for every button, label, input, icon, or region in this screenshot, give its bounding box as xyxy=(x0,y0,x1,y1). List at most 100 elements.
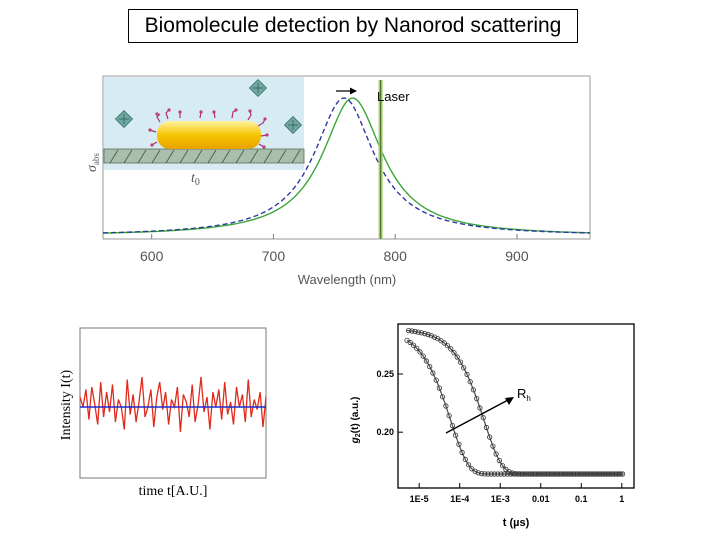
correlation-data-point xyxy=(448,346,454,352)
ligand-tips xyxy=(148,108,269,149)
correlation-x-tick-label: 0.01 xyxy=(532,494,550,504)
spectrum-y-label-sub: abs xyxy=(91,153,101,165)
correlation-data-point xyxy=(610,471,616,477)
intensity-signal-line xyxy=(79,376,267,433)
laser-label: Laser xyxy=(377,89,410,104)
correlation-data-point xyxy=(467,379,473,385)
correlation-data-point xyxy=(441,340,447,346)
correlation-data-point xyxy=(425,331,431,338)
spectrum-x-tick-label: 700 xyxy=(262,248,286,264)
correlation-data-point xyxy=(480,415,486,421)
correlation-data-point xyxy=(522,471,528,477)
correlation-data-point xyxy=(519,471,525,477)
correlation-data-point xyxy=(603,471,610,477)
spectrum-x-ticks: 600 700 800 900 xyxy=(140,234,529,264)
correlation-data-point xyxy=(574,471,580,477)
correlation-data-point xyxy=(509,470,515,476)
correlation-x-tick-label: 1 xyxy=(619,494,624,504)
time-label-main: t xyxy=(191,171,196,186)
correlation-data-point xyxy=(420,353,426,359)
intensity-x-label: time t[A.U.] xyxy=(139,484,208,499)
intensity-lines xyxy=(79,376,267,433)
correlation-data-point xyxy=(444,343,451,349)
correlation-data-point xyxy=(558,471,564,477)
correlation-data-point xyxy=(581,471,587,477)
correlation-data-point xyxy=(483,424,489,431)
correlation-data-point xyxy=(449,422,455,429)
rh-arrow-shaft xyxy=(445,399,509,434)
correlation-data-point xyxy=(499,463,506,469)
correlation-data-point xyxy=(407,339,413,346)
correlation-data-point xyxy=(532,471,538,477)
spectrum-series-dashed xyxy=(102,97,590,234)
correlation-data-point xyxy=(555,471,561,477)
correlation-data-point xyxy=(542,471,548,477)
rh-label: Rh xyxy=(517,386,531,403)
correlation-data-point xyxy=(430,370,436,376)
correlation-x-tick-label: 1E-3 xyxy=(491,494,510,504)
correlation-data-point xyxy=(516,471,522,477)
correlation-data-point xyxy=(487,434,493,440)
correlation-data-point xyxy=(619,471,626,477)
substrate-hatching xyxy=(109,149,301,164)
laser-line xyxy=(378,80,383,239)
spectrum-x-label: Wavelength (nm) xyxy=(298,272,397,287)
correlation-data-point xyxy=(485,471,491,477)
rh-arrow-head xyxy=(505,397,514,405)
correlation-y-label-main: g xyxy=(350,437,361,444)
correlation-data-point xyxy=(422,330,428,337)
slide-title: Biomolecule detection by Nanorod scatter… xyxy=(128,9,578,43)
spectrum-y-label-main: σ xyxy=(85,164,100,172)
correlation-data-point xyxy=(454,354,460,360)
correlation-data-point xyxy=(475,470,481,476)
correlation-data-point xyxy=(414,345,420,351)
nanorod-inset: t0 xyxy=(103,77,305,188)
correlation-data-point xyxy=(474,395,480,402)
correlation-data-point xyxy=(451,350,457,356)
time-label-sub: 0 xyxy=(195,177,200,188)
correlation-data-point xyxy=(443,403,449,409)
correlation-data-point xyxy=(577,471,584,477)
correlation-data-point xyxy=(446,413,452,419)
correlation-data-point xyxy=(564,471,571,477)
correlation-data-point xyxy=(545,471,551,477)
correlation-data-point xyxy=(606,471,613,477)
correlation-data-point xyxy=(501,471,507,477)
spectrum-chart: t0 Laser σabs 600 700 800 900 Wavelength (n… xyxy=(85,75,591,287)
correlation-plot-frame xyxy=(397,323,635,489)
correlation-data-point xyxy=(456,441,462,447)
correlation-data-point xyxy=(461,365,467,371)
correlation-data-point xyxy=(535,471,541,477)
correlation-data-point xyxy=(493,451,499,457)
rh-label-main: R xyxy=(517,386,526,401)
slide-title-text: Biomolecule detection by Nanorod scatter… xyxy=(144,14,562,37)
correlation-data-point xyxy=(590,471,597,477)
correlation-data-point xyxy=(436,385,442,391)
correlation-y-label-sub: 2 xyxy=(355,433,362,437)
correlation-data-point xyxy=(464,371,470,377)
inset-substrate xyxy=(103,148,305,164)
correlation-data-point xyxy=(600,471,606,477)
correlation-data-point xyxy=(498,471,504,477)
correlation-x-label: t (µs) xyxy=(503,517,530,529)
correlation-data-point xyxy=(433,377,439,383)
correlation-x-tick-label: 1E-5 xyxy=(410,494,429,504)
correlation-x-tick-label: 0.1 xyxy=(575,494,588,504)
correlation-data-point xyxy=(529,471,535,477)
shift-arrow xyxy=(336,87,357,95)
correlation-data-point xyxy=(477,405,483,411)
correlation-data-point xyxy=(495,471,501,477)
correlation-data-point xyxy=(597,471,603,477)
correlation-x-tick-label: 1E-4 xyxy=(450,494,469,504)
rh-label-sub: h xyxy=(526,394,530,403)
correlation-data-point xyxy=(478,470,485,477)
correlation-y-tick-label: 0.25 xyxy=(376,369,394,379)
correlation-data-point xyxy=(452,432,459,438)
correlation-data-point xyxy=(410,342,417,348)
correlation-data-point xyxy=(409,328,415,334)
correlation-data-point xyxy=(418,330,425,336)
correlation-data-point xyxy=(459,449,465,456)
biomolecule-icon-1 xyxy=(114,109,134,129)
correlation-y-label-rest: (t) (a.u.) xyxy=(350,397,361,434)
correlation-data-point xyxy=(506,469,512,475)
